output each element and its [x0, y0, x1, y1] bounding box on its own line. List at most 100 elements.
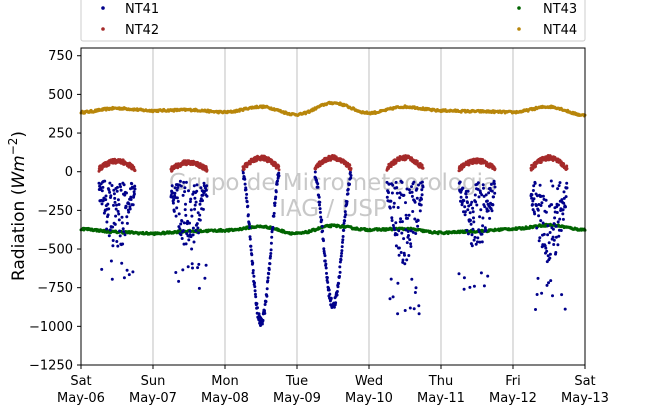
scatter-point-nt41 [172, 209, 176, 213]
scatter-point-nt41 [323, 254, 327, 258]
scatter-point-nt41 [417, 304, 421, 308]
scatter-point-nt41 [399, 251, 403, 254]
scatter-point-nt41 [342, 221, 346, 225]
scatter-point-nt41 [121, 227, 125, 231]
scatter-point-nt41 [462, 287, 466, 291]
scatter-point-nt41 [341, 238, 345, 242]
scatter-point-nt41 [249, 248, 253, 252]
scatter-point-nt41 [104, 198, 108, 202]
scatter-point-nt41 [545, 249, 549, 253]
scatter-point-nt41 [341, 235, 345, 238]
scatter-point-nt41 [108, 190, 112, 194]
scatter-point-nt41 [493, 191, 497, 195]
scatter-point-nt41 [548, 252, 552, 256]
scatter-point-nt41 [394, 244, 398, 248]
scatter-point-nt41 [470, 244, 474, 248]
scatter-point-nt41 [338, 274, 341, 278]
scatter-point-nt41 [482, 194, 486, 198]
scatter-point-nt41 [123, 193, 127, 197]
scatter-point-nt41 [193, 207, 197, 211]
scatter-point-nt41 [534, 204, 538, 208]
scatter-point-nt41 [531, 208, 535, 212]
scatter-point-nt41 [486, 209, 490, 213]
scatter-point-nt41 [201, 207, 205, 211]
scatter-point-nt41 [478, 240, 482, 244]
x-tick-label-day: Sat [70, 374, 91, 389]
scatter-point-nt41 [531, 203, 534, 206]
scatter-point-nt41 [115, 203, 118, 207]
scatter-point-nt41 [471, 206, 475, 210]
scatter-point-nt41 [120, 261, 124, 265]
scatter-point-nt41 [545, 283, 549, 287]
scatter-point-nt41 [122, 183, 126, 187]
scatter-point-nt41 [555, 211, 559, 214]
scatter-point-nt41 [485, 199, 489, 203]
scatter-point-nt41 [170, 184, 174, 188]
scatter-point-nt41 [405, 241, 409, 245]
scatter-point-nt41 [477, 230, 481, 234]
scatter-point-nt41 [490, 209, 494, 213]
scatter-point-nt41 [476, 236, 480, 240]
scatter-point-nt41 [556, 187, 560, 191]
scatter-point-nt41 [479, 271, 483, 275]
scatter-point-nt41 [275, 182, 279, 186]
y-tick-label: −1250 [29, 359, 73, 374]
scatter-point-nt41 [400, 180, 404, 184]
scatter-point-nt41 [544, 198, 548, 202]
scatter-point-nt41 [190, 214, 194, 218]
scatter-point-nt41 [412, 180, 416, 184]
scatter-point-nt41 [183, 190, 187, 194]
y-tick-label: −500 [37, 243, 73, 258]
scatter-point-nt42 [562, 162, 566, 166]
scatter-point-nt41 [269, 241, 273, 245]
scatter-point-nt41 [122, 276, 126, 280]
scatter-point-nt41 [490, 189, 494, 193]
scatter-point-nt41 [544, 246, 548, 250]
scatter-point-nt41 [325, 271, 328, 275]
scatter-point-nt41 [117, 203, 121, 206]
scatter-point-nt41 [551, 184, 555, 188]
scatter-point-nt41 [409, 229, 413, 233]
scatter-point-nt41 [463, 213, 467, 217]
scatter-point-nt41 [493, 185, 497, 189]
scatter-point-nt41 [550, 203, 554, 207]
scatter-point-nt41 [565, 181, 569, 185]
scatter-point-nt41 [322, 239, 325, 243]
scatter-point-nt41 [544, 210, 548, 214]
scatter-point-nt41 [489, 182, 493, 186]
scatter-point-nt41 [105, 220, 109, 224]
scatter-point-nt41 [396, 312, 400, 316]
scatter-point-nt41 [184, 242, 188, 246]
x-tick-label-date: May-06 [57, 391, 105, 406]
scatter-point-nt42 [277, 164, 281, 168]
scatter-point-nt41 [410, 190, 414, 194]
scatter-point-nt41 [482, 284, 486, 288]
scatter-point-nt41 [472, 216, 475, 220]
scatter-point-nt41 [405, 258, 409, 262]
scatter-point-nt42 [107, 163, 111, 167]
scatter-point-nt41 [399, 217, 403, 221]
scatter-point-nt41 [345, 200, 349, 204]
scatter-point-nt41 [551, 294, 554, 298]
scatter-point-nt41 [469, 218, 472, 222]
scatter-point-nt41 [176, 199, 180, 203]
scatter-point-nt41 [246, 213, 250, 217]
scatter-point-nt41 [349, 176, 353, 180]
scatter-point-nt41 [342, 228, 346, 232]
scatter-point-nt41 [115, 189, 119, 193]
scatter-point-nt41 [413, 200, 417, 204]
scatter-point-nt41 [251, 269, 255, 272]
scatter-point-nt41 [261, 318, 265, 322]
scatter-point-nt41 [406, 216, 410, 220]
scatter-point-nt41 [410, 185, 413, 189]
scatter-point-nt41 [484, 229, 488, 232]
scatter-point-nt41 [191, 266, 194, 270]
scatter-point-nt41 [253, 292, 257, 296]
scatter-point-nt41 [412, 307, 416, 311]
scatter-point-nt41 [487, 191, 491, 195]
x-tick-label-day: Tue [285, 374, 308, 389]
legend: NT41 NT42 NT43 NT44 [80, 0, 586, 42]
scatter-point-nt41 [269, 254, 272, 258]
scatter-point-nt41 [257, 312, 261, 316]
scatter-point-nt41 [263, 303, 267, 306]
